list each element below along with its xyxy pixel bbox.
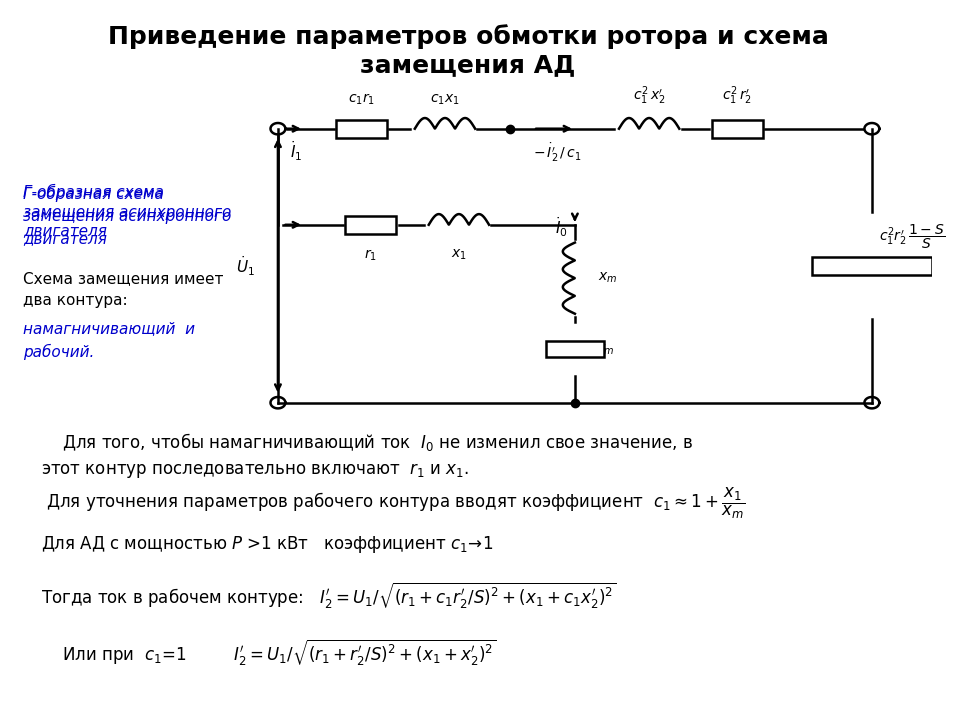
Text: $\dot{I}_1$: $\dot{I}_1$: [290, 140, 302, 163]
Text: Или при  $\mathit{c_1}$=1         $\mathit{I_2^{\prime}}=U_1 / \sqrt{(r_1+r_2^{\: Или при $\mathit{c_1}$=1 $\mathit{I_2^{\…: [41, 637, 497, 668]
Text: $r_m$: $r_m$: [598, 341, 614, 357]
Bar: [546, 341, 604, 357]
Text: $\dot{I}_0$: $\dot{I}_0$: [555, 215, 567, 239]
Text: этот контур последовательно включают  $\mathit{r_1}$ и $\mathit{x_1}$.: этот контур последовательно включают $\m…: [41, 461, 469, 480]
Bar: [811, 257, 932, 274]
Bar: [336, 120, 387, 138]
Text: $r_1$: $r_1$: [364, 248, 377, 263]
Text: Г-образная схема
замещения асинхронного
двигателя: Г-образная схема замещения асинхронного …: [23, 186, 231, 246]
Text: $x_1$: $x_1$: [451, 248, 467, 262]
Text: Для уточнения параметров рабочего контура вводят коэффициент  $\mathit{c_1}\appr: Для уточнения параметров рабочего контур…: [41, 486, 746, 521]
Bar: [346, 216, 396, 234]
Bar: [711, 120, 763, 138]
Text: $-\,\dot{I}_2^{\prime}\,/\,c_1$: $-\,\dot{I}_2^{\prime}\,/\,c_1$: [533, 142, 582, 164]
Text: $c_1^2\, r_2^{\prime}$: $c_1^2\, r_2^{\prime}$: [722, 85, 753, 107]
Text: Для АД с мощностью $\mathit{P}$ >1 кВт   коэффициент $\mathit{c_1}\!\to\!1$: Для АД с мощностью $\mathit{P}$ >1 кВт к…: [41, 534, 493, 555]
Text: Приведение параметров обмотки ротора и схема
замещения АД: Приведение параметров обмотки ротора и с…: [108, 24, 828, 77]
Text: $c_1^2\, x_2^{\prime}$: $c_1^2\, x_2^{\prime}$: [633, 85, 665, 107]
Text: намагничивающий  и
рабочий.: намагничивающий и рабочий.: [23, 321, 195, 360]
Text: $x_m$: $x_m$: [598, 271, 617, 285]
Text: $c_1 r_1$: $c_1 r_1$: [348, 92, 375, 107]
Text: $c_1 x_1$: $c_1 x_1$: [430, 93, 460, 107]
Text: Схема замещения имеет
два контура:: Схема замещения имеет два контура:: [23, 271, 224, 308]
Text: замещения асинхронного: замещения асинхронного: [23, 205, 231, 220]
Text: $c_1^2 r_2^{\prime}\,\dfrac{1-S}{S}$: $c_1^2 r_2^{\prime}\,\dfrac{1-S}{S}$: [879, 223, 946, 251]
Text: $\dot{U}_1$: $\dot{U}_1$: [236, 254, 254, 277]
Text: Г-образная схема: Г-образная схема: [23, 184, 163, 200]
Text: двигателя: двигателя: [23, 223, 107, 238]
Text: Для того, чтобы намагничивающий ток  $\mathit{I_0}$ не изменил свое значение, в: Для того, чтобы намагничивающий ток $\ma…: [41, 431, 693, 453]
Text: Тогда ток в рабочем контуре:   $\mathit{I_2^{\prime}}=U_1 / \sqrt{(r_1+c_1 r_2^{: Тогда ток в рабочем контуре: $\mathit{I_…: [41, 580, 617, 611]
